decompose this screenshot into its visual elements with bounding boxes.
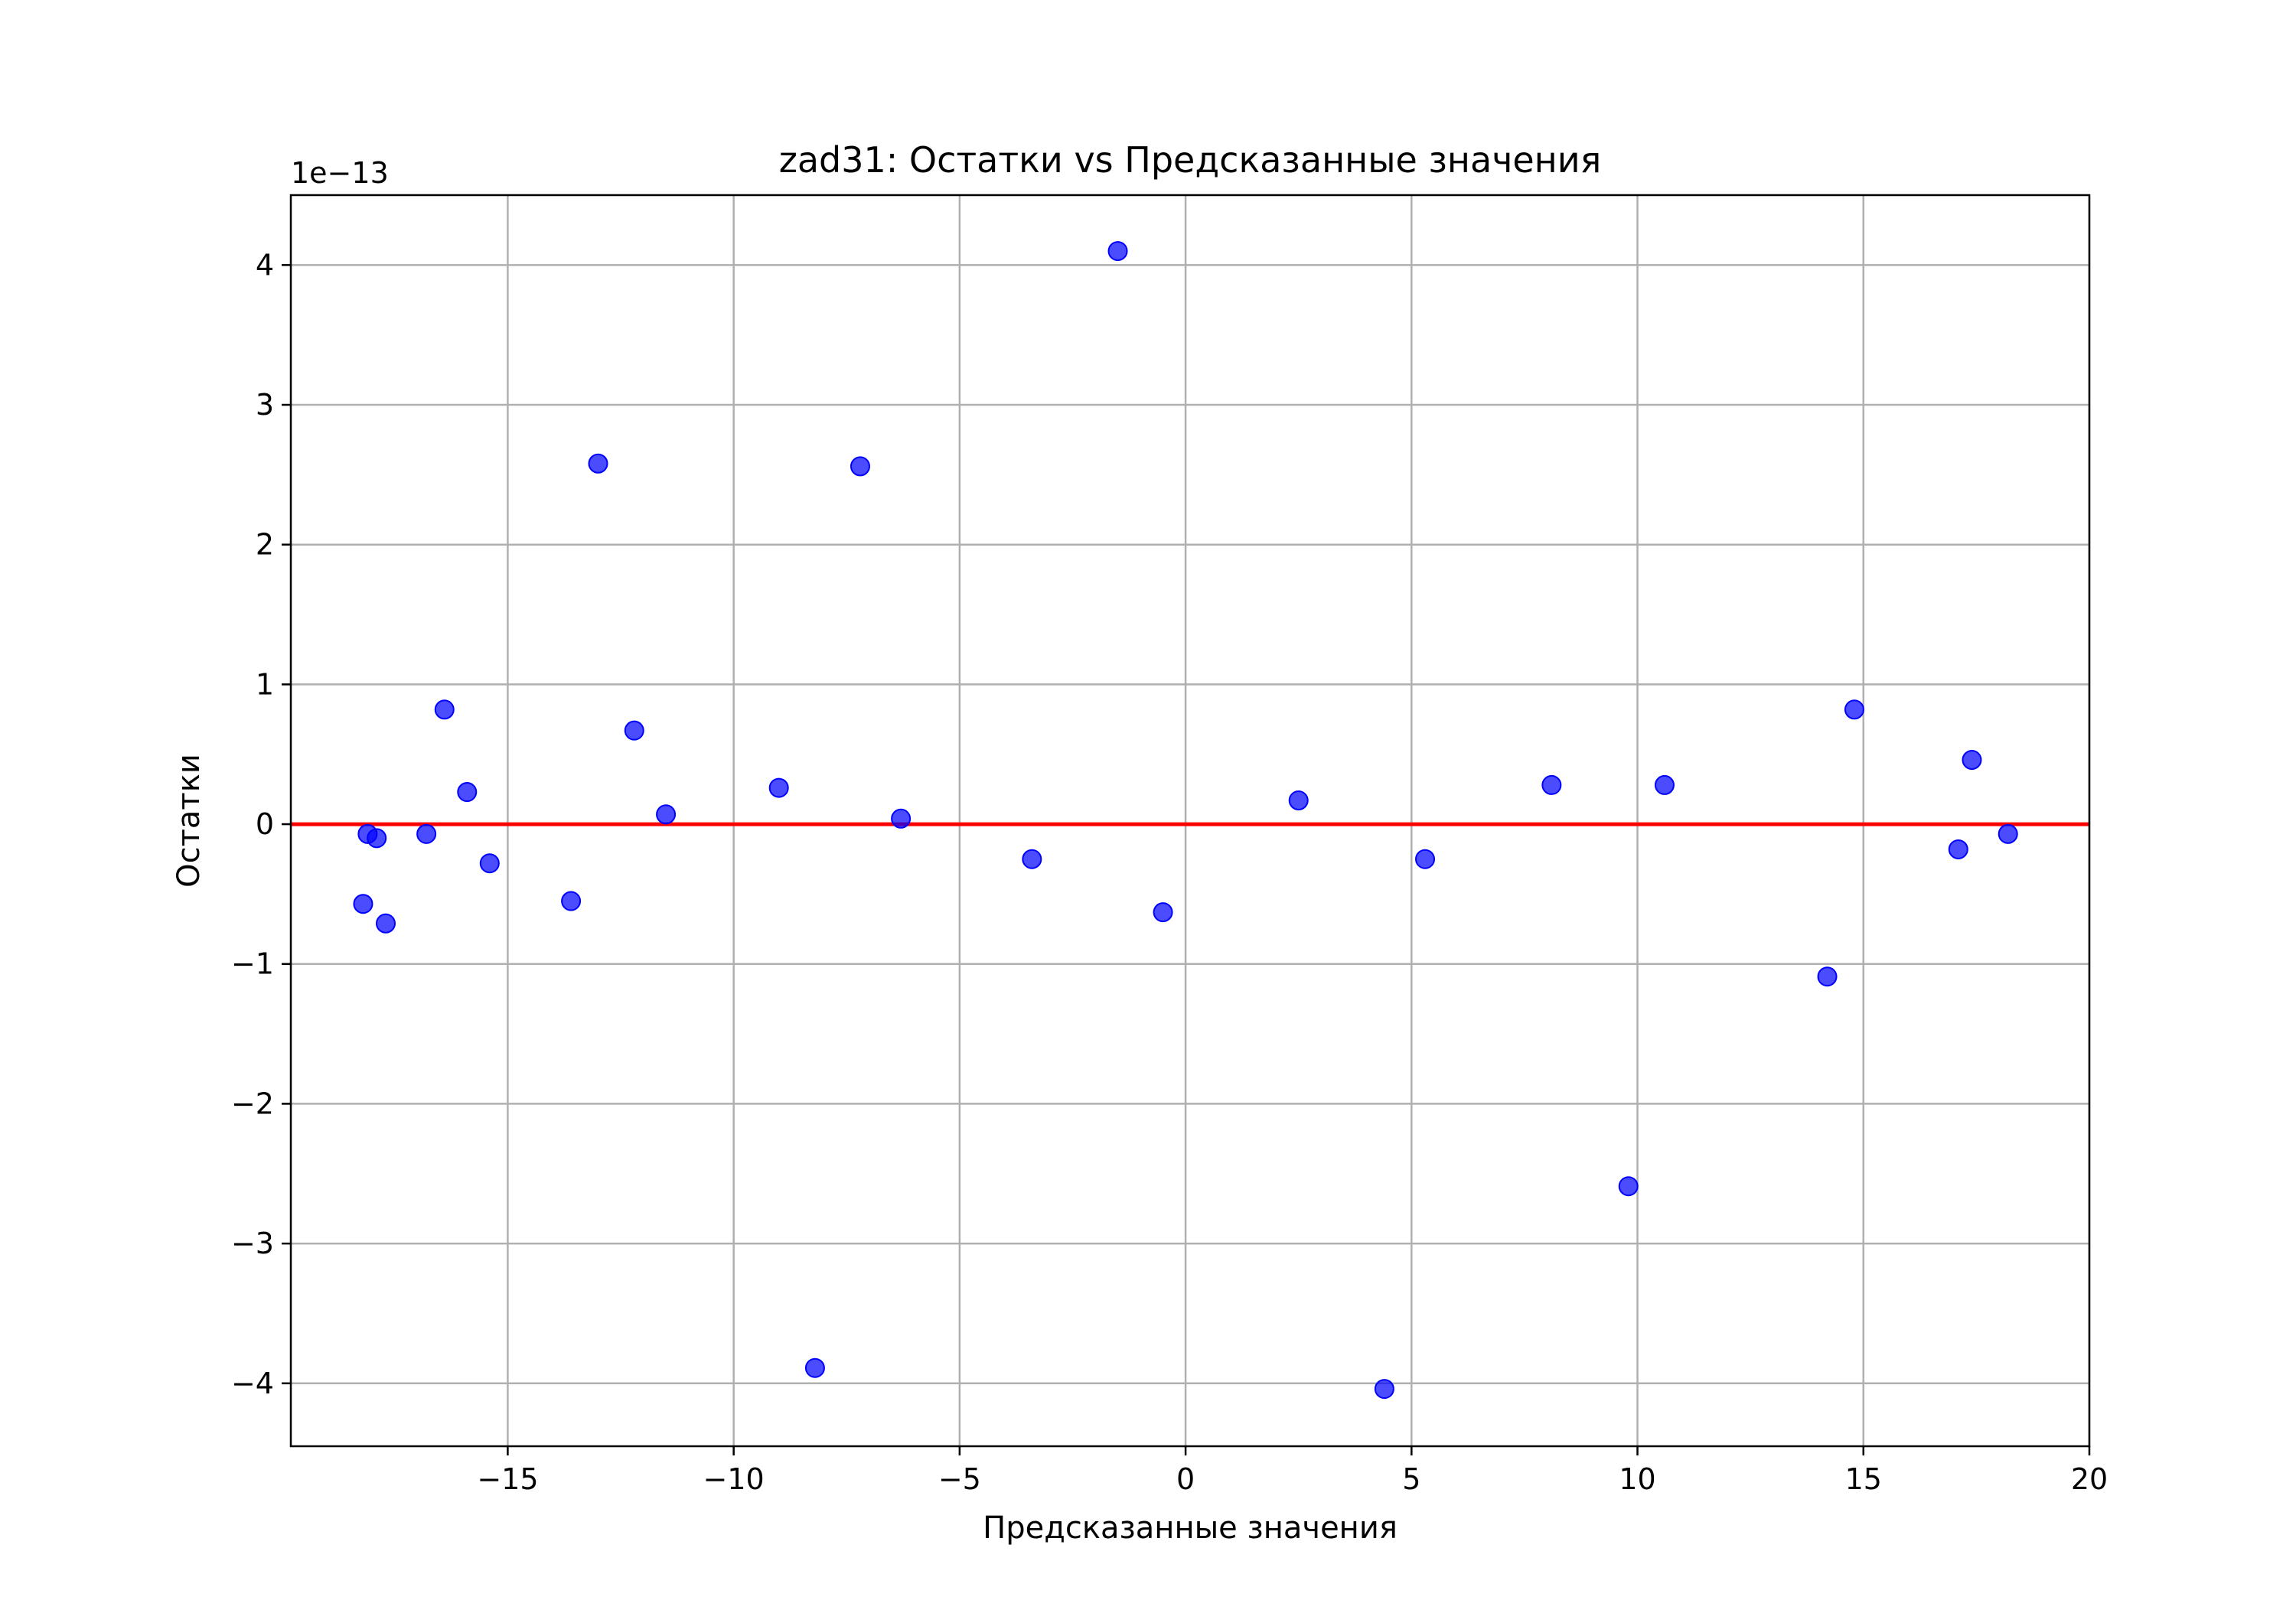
data-point: [588, 453, 608, 474]
y-tick-label: 4: [256, 248, 274, 282]
data-point: [1998, 823, 2018, 844]
data-point: [367, 828, 387, 849]
data-point: [1415, 849, 1436, 869]
x-tick-label: −10: [703, 1462, 765, 1496]
data-point: [1962, 750, 1982, 771]
data-point: [1948, 839, 1968, 859]
x-tick-label: 10: [1619, 1462, 1655, 1496]
data-point: [804, 1357, 825, 1378]
data-point: [1654, 774, 1675, 795]
data-point: [1107, 241, 1128, 262]
data-point: [353, 894, 373, 914]
y-axis-offset-label: 1e−13: [291, 156, 389, 190]
data-point: [479, 853, 500, 874]
data-point: [561, 891, 582, 911]
data-point: [1817, 966, 1838, 987]
x-tick-label: 0: [1176, 1462, 1195, 1496]
x-tick-label: 15: [1845, 1462, 1882, 1496]
data-point: [850, 456, 870, 477]
data-point: [768, 777, 789, 798]
data-point: [1022, 849, 1042, 869]
x-axis-label: Предсказанные значения: [983, 1511, 1397, 1546]
y-tick-label: −2: [231, 1087, 274, 1120]
y-axis-label: Остатки: [171, 754, 207, 888]
y-tick-label: 1: [256, 667, 274, 701]
data-point: [1374, 1379, 1394, 1400]
y-tick-label: −4: [231, 1367, 274, 1400]
data-point: [457, 782, 478, 803]
y-tick-label: 0: [256, 807, 274, 841]
plot-frame: [289, 194, 2091, 1448]
data-point: [1541, 774, 1562, 795]
data-point: [1153, 902, 1173, 923]
y-axis-ticks: −4 −3 −2 −1 0 1 2 3 4: [231, 248, 291, 1400]
data-points: [353, 241, 2018, 1400]
data-point: [1844, 699, 1864, 720]
x-axis-ticks: −15 −10 −5 0 5 10 15 20: [477, 1446, 2108, 1496]
y-tick-label: −3: [231, 1227, 274, 1260]
data-point: [1288, 790, 1309, 811]
x-tick-label: 5: [1402, 1462, 1420, 1496]
chart-title: zad31: Остатки vs Предсказанные значения: [779, 139, 1602, 181]
y-tick-label: −1: [231, 947, 274, 981]
data-point: [375, 913, 396, 934]
data-point: [891, 808, 912, 829]
data-point: [1618, 1176, 1639, 1197]
data-point: [624, 720, 644, 741]
y-tick-label: 3: [256, 388, 274, 422]
data-point: [416, 823, 437, 844]
x-tick-label: −15: [477, 1462, 538, 1496]
y-tick-label: 2: [256, 528, 274, 562]
x-tick-label: 20: [2071, 1462, 2108, 1496]
data-point: [434, 699, 455, 720]
x-tick-label: −5: [938, 1462, 981, 1496]
data-point: [656, 804, 677, 825]
